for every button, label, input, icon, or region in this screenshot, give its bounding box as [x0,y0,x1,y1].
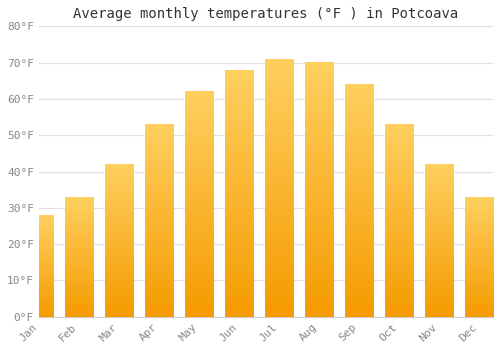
Bar [25,215,53,317]
Bar [385,124,413,317]
Bar [225,70,253,317]
Bar [305,63,333,317]
Bar [465,197,493,317]
Bar [185,92,213,317]
Bar [345,84,373,317]
Bar [65,197,93,317]
Bar [105,164,133,317]
Bar [425,164,453,317]
Bar [265,59,293,317]
Title: Average monthly temperatures (°F ) in Potcoava: Average monthly temperatures (°F ) in Po… [74,7,458,21]
Bar [145,124,173,317]
